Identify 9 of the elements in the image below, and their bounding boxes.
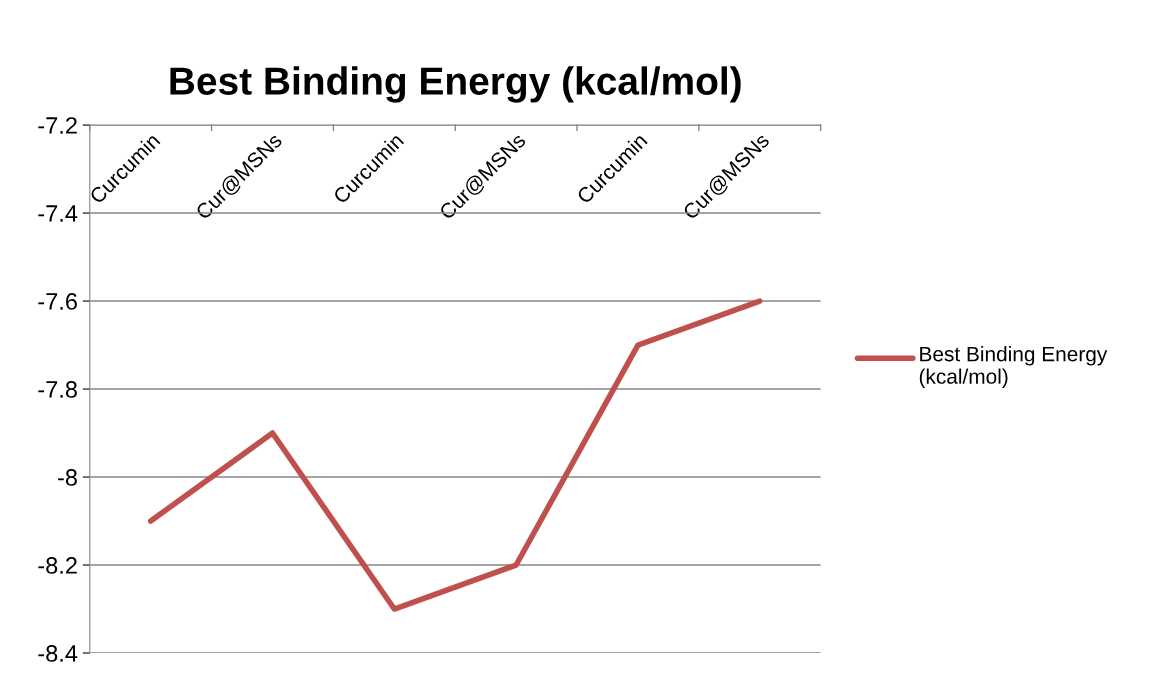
y-tick-label: -8.4 [38,645,78,662]
y-tick-label: -7.4 [38,205,78,222]
legend-label: Best Binding Energy (kcal/mol) [919,346,1108,388]
y-tick-label: -7.8 [38,381,77,398]
y-tick-label: -8.2 [38,557,77,574]
y-tick-label: -7.2 [38,117,77,134]
y-tick-label: -7.6 [38,293,77,310]
chart-title: Best Binding Energy (kcal/mol) [170,66,741,103]
y-tick-label: -8 [58,469,77,486]
